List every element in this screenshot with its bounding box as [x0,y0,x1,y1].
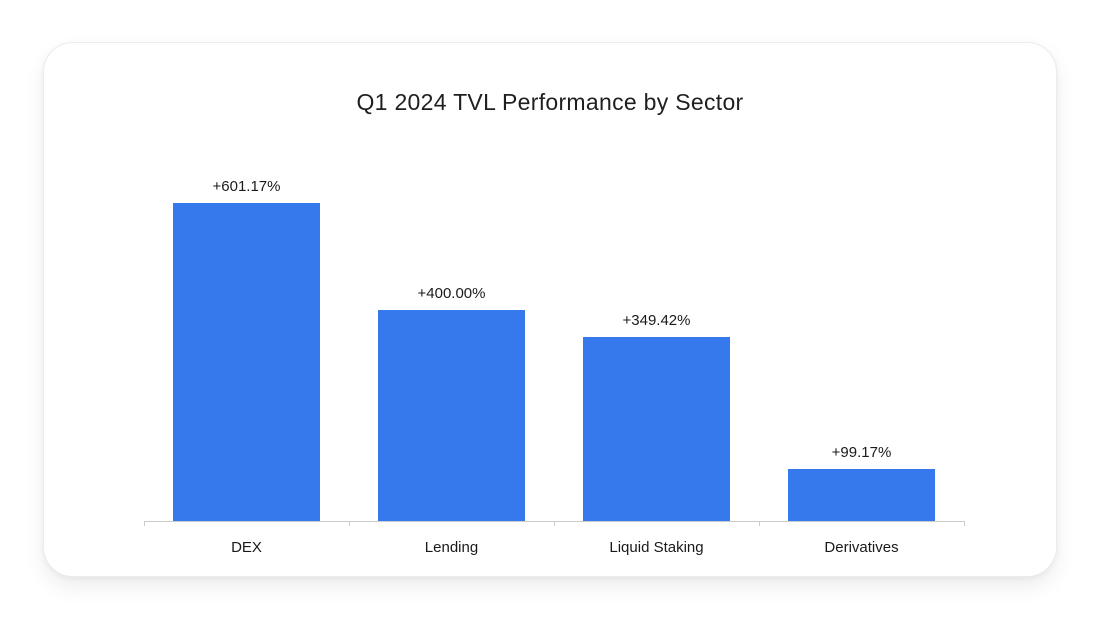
category-label: Lending [424,539,479,556]
x-axis-labels: DEX Lending Liquid Staking Derivatives [144,539,964,556]
bar-slot: +349.42% [554,150,759,522]
axis-tick [759,522,760,526]
bar-value-label: +400.00% [417,285,486,302]
axis-tick [554,522,555,526]
category-label: Derivatives [824,539,899,556]
bar-value-label: +601.17% [212,178,281,195]
bar-slot: +400.00% [349,150,554,522]
bar-value-label: +349.42% [622,312,691,329]
bar [788,469,935,522]
bar [173,203,320,522]
bar-value-label: +99.17% [831,444,892,461]
category-label: Liquid Staking [609,539,704,556]
bar [583,337,730,522]
bar-chart: +601.17% +400.00% +349.42% +99.17% [144,150,964,522]
chart-card: Q1 2024 TVL Performance by Sector +601.1… [43,42,1057,577]
axis-tick [144,522,145,526]
bar-slot: +601.17% [144,150,349,522]
bar [378,310,525,522]
x-axis-ticks [144,522,965,526]
axis-tick [349,522,350,526]
axis-tick [964,522,965,526]
chart-title: Q1 2024 TVL Performance by Sector [356,89,744,115]
bar-slot: +99.17% [759,150,964,522]
x-axis-line [144,521,965,522]
category-label: DEX [231,539,262,556]
